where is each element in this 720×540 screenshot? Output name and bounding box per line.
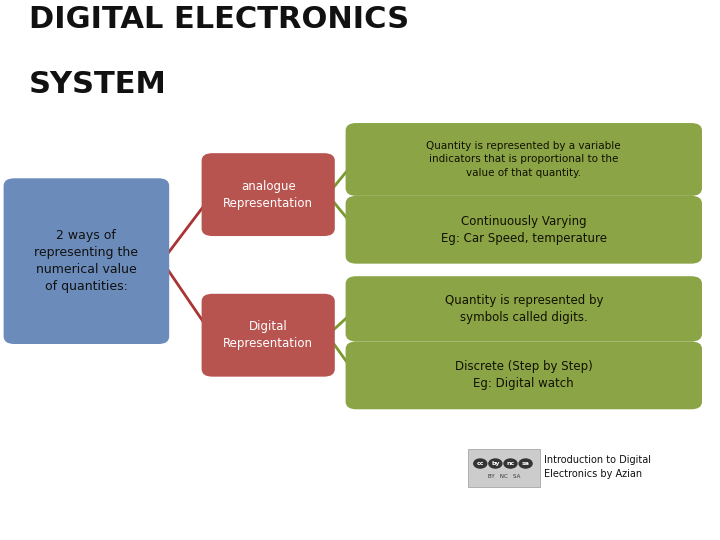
- Text: by: by: [491, 461, 500, 466]
- FancyBboxPatch shape: [4, 178, 169, 344]
- Text: Digital
Representation: Digital Representation: [223, 320, 313, 350]
- FancyBboxPatch shape: [202, 153, 335, 236]
- FancyBboxPatch shape: [202, 294, 335, 377]
- Text: nc: nc: [506, 461, 515, 466]
- Text: BY   NC   SA: BY NC SA: [488, 474, 520, 479]
- Text: Discrete (Step by Step)
Eg: Digital watch: Discrete (Step by Step) Eg: Digital watc…: [455, 360, 593, 390]
- FancyBboxPatch shape: [346, 276, 702, 341]
- FancyBboxPatch shape: [468, 449, 540, 487]
- Text: Continuously Varying
Eg: Car Speed, temperature: Continuously Varying Eg: Car Speed, temp…: [441, 215, 607, 245]
- Text: 2 ways of
representing the
numerical value
of quantities:: 2 ways of representing the numerical val…: [35, 229, 138, 293]
- Text: Quantity is represented by
symbols called digits.: Quantity is represented by symbols calle…: [444, 294, 603, 324]
- Text: sa: sa: [522, 461, 529, 466]
- Text: Quantity is represented by a variable
indicators that is proportional to the
val: Quantity is represented by a variable in…: [426, 141, 621, 178]
- Circle shape: [519, 459, 532, 468]
- Text: DIGITAL ELECTRONICS: DIGITAL ELECTRONICS: [29, 5, 409, 34]
- Text: Introduction to Digital
Electronics by Azian: Introduction to Digital Electronics by A…: [544, 455, 651, 479]
- FancyBboxPatch shape: [346, 123, 702, 196]
- Circle shape: [474, 459, 487, 468]
- Text: analogue
Representation: analogue Representation: [223, 180, 313, 210]
- Circle shape: [489, 459, 502, 468]
- Circle shape: [504, 459, 517, 468]
- FancyBboxPatch shape: [346, 341, 702, 409]
- Text: Communicating Technology: Communicating Technology: [428, 515, 609, 528]
- Text: cc: cc: [477, 461, 484, 466]
- FancyBboxPatch shape: [346, 196, 702, 264]
- Text: SYSTEM: SYSTEM: [29, 70, 166, 99]
